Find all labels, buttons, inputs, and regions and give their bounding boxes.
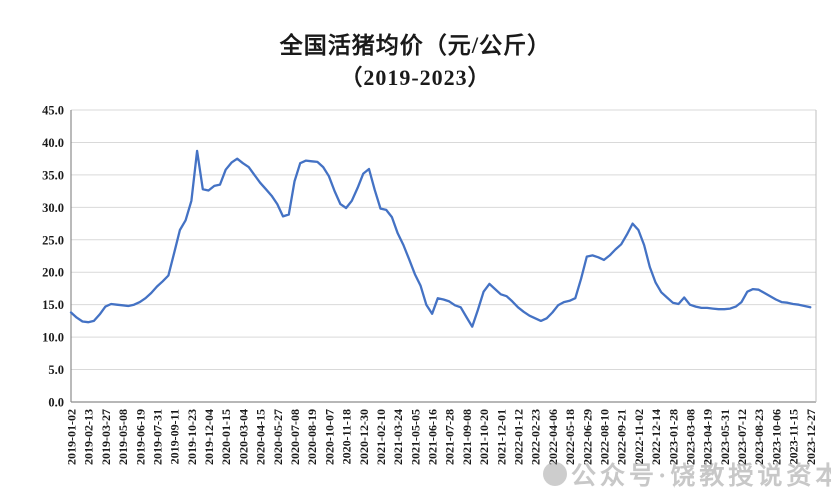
x-tick-label: 2023-10-06	[769, 409, 783, 465]
x-tick-label: 2022-05-18	[563, 409, 577, 465]
x-tick-label: 2021-07-28	[443, 409, 457, 465]
x-tick-label: 2023-12-27	[804, 409, 818, 465]
x-tick-label: 2021-06-16	[426, 409, 440, 465]
x-tick-label: 2022-09-21	[615, 409, 629, 465]
x-tick-label: 2023-05-31	[718, 409, 732, 465]
x-tick-label: 2023-03-08	[683, 409, 697, 465]
x-tick-label: 2023-07-12	[735, 409, 749, 465]
x-tick-label: 2021-03-24	[391, 409, 405, 465]
x-tick-label: 2020-12-30	[357, 409, 371, 465]
y-tick-label: 15.0	[42, 298, 64, 312]
x-tick-label: 2019-10-23	[185, 409, 199, 465]
x-tick-label: 2021-09-08	[460, 409, 474, 465]
x-tick-label: 2019-05-08	[116, 409, 130, 465]
x-tick-label: 2023-11-15	[787, 409, 801, 464]
x-tick-label: 2021-10-20	[477, 409, 491, 465]
x-tick-label: 2022-06-29	[580, 409, 594, 465]
x-tick-label: 2019-07-31	[150, 409, 164, 465]
x-tick-label: 2020-07-08	[288, 409, 302, 465]
chart-title: 全国活猪均价（元/公斤）	[279, 33, 552, 58]
x-tick-label: 2020-05-27	[271, 409, 285, 465]
x-tick-label: 2020-03-04	[236, 409, 250, 465]
y-tick-label: 25.0	[42, 233, 64, 247]
x-tick-label: 2019-12-04	[202, 409, 216, 465]
x-tick-label: 2019-03-27	[99, 409, 113, 465]
y-tick-label: 10.0	[42, 331, 64, 345]
chart-subtitle: （2019-2023）	[340, 65, 491, 90]
x-tick-label: 2019-09-11	[168, 409, 182, 464]
x-tick-label: 2019-06-19	[133, 409, 147, 465]
x-tick-label: 2022-12-14	[649, 409, 663, 465]
x-tick-label: 2020-01-15	[219, 409, 233, 465]
x-tick-label: 2021-05-05	[408, 409, 422, 465]
x-tick-label: 2019-02-13	[82, 409, 96, 465]
x-tick-label: 2021-12-01	[494, 409, 508, 465]
y-tick-label: 20.0	[42, 266, 64, 280]
x-tick-label: 2022-04-06	[546, 409, 560, 465]
x-tick-label: 2020-04-15	[254, 409, 268, 465]
y-tick-label: 0.0	[48, 396, 64, 410]
x-tick-label: 2023-08-23	[752, 409, 766, 465]
x-tick-label: 2022-02-23	[529, 409, 543, 465]
x-tick-label: 2020-11-18	[340, 409, 354, 464]
price-line-series	[69, 149, 812, 328]
x-tick-label: 2023-04-19	[701, 409, 715, 465]
x-tick-label: 2020-08-19	[305, 409, 319, 465]
y-tick-label: 5.0	[48, 363, 64, 377]
x-tick-label: 2022-01-12	[512, 409, 526, 465]
y-tick-label: 30.0	[42, 201, 64, 215]
y-tick-label: 45.0	[42, 104, 64, 118]
y-tick-label: 40.0	[42, 136, 64, 150]
y-tick-label: 35.0	[42, 168, 64, 182]
x-tick-label: 2023-01-28	[666, 409, 680, 465]
x-tick-label: 2020-10-07	[322, 409, 336, 465]
x-tick-label: 2022-08-10	[597, 409, 611, 465]
x-tick-label: 2022-11-02	[632, 409, 646, 464]
x-tick-label: 2019-01-02	[65, 409, 79, 465]
x-tick-label: 2021-02-10	[374, 409, 388, 465]
